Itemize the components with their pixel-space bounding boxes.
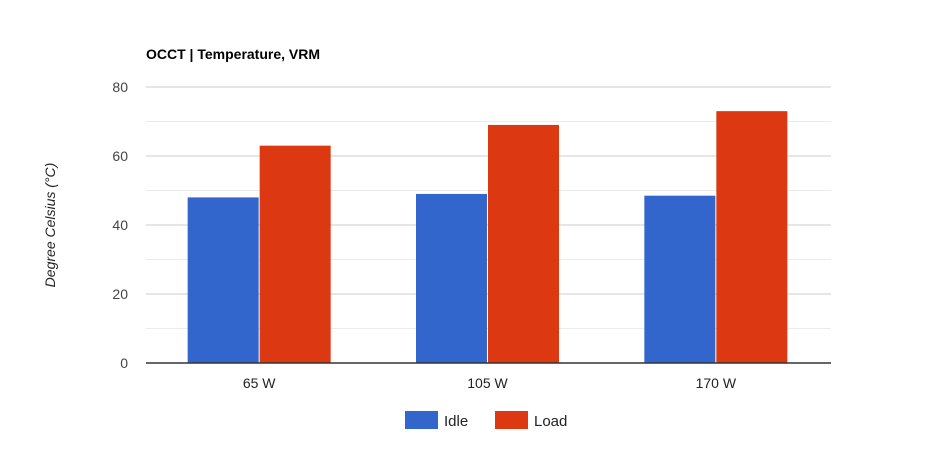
bar-load-1 (488, 124, 559, 363)
legend-swatch-load (495, 411, 528, 429)
y-axis-label: Degree Celsius (°C) (42, 163, 58, 288)
y-tick-label: 20 (112, 286, 128, 302)
y-axis-ticks: 0 20 40 60 80 (112, 79, 128, 371)
y-tick-label: 40 (112, 217, 128, 233)
bars (187, 111, 788, 364)
y-tick-label: 60 (112, 148, 128, 164)
bar-load-0 (259, 145, 331, 363)
bar-idle-0 (187, 197, 259, 363)
legend-label-load: Load (534, 413, 567, 430)
x-tick-label: 65 W (243, 375, 276, 391)
x-tick-label: 105 W (467, 375, 508, 391)
bar-idle-2 (644, 195, 716, 363)
y-tick-label: 0 (120, 355, 128, 371)
bar-idle-1 (416, 193, 487, 363)
y-tick-label: 80 (112, 79, 128, 95)
legend: Idle Load (405, 411, 567, 430)
x-axis-ticks: 65 W 105 W 170 W (243, 375, 737, 391)
x-tick-label: 170 W (696, 375, 737, 391)
legend-label-idle: Idle (444, 413, 468, 430)
legend-swatch-idle (405, 411, 438, 429)
chart-title: OCCT | Temperature, VRM (146, 46, 320, 62)
bar-load-2 (716, 111, 788, 364)
